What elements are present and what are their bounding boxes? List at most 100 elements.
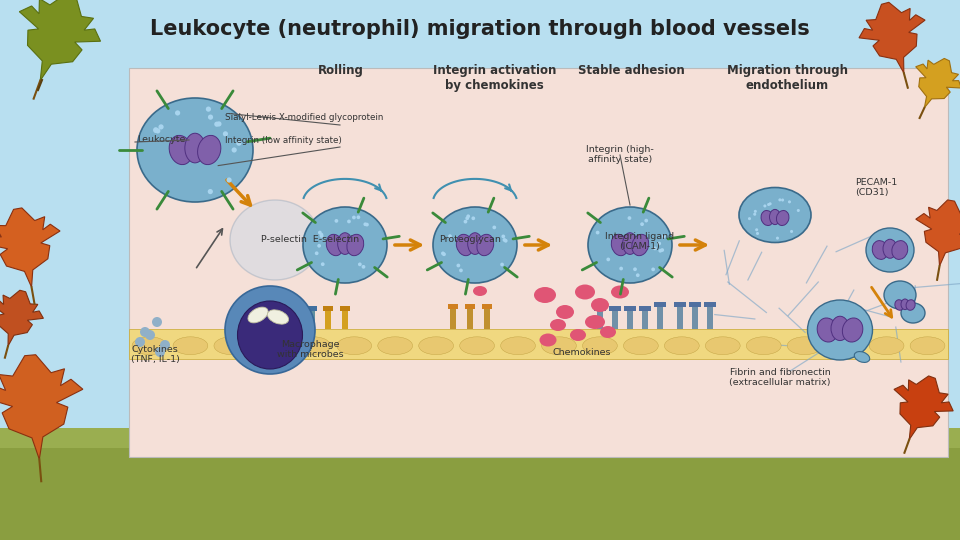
Ellipse shape bbox=[869, 337, 904, 355]
Circle shape bbox=[152, 317, 162, 327]
Ellipse shape bbox=[570, 329, 586, 341]
Circle shape bbox=[504, 239, 508, 242]
Ellipse shape bbox=[173, 337, 207, 355]
Circle shape bbox=[362, 265, 366, 269]
Circle shape bbox=[763, 205, 766, 207]
Ellipse shape bbox=[828, 337, 863, 355]
Bar bbox=[627, 312, 633, 329]
Ellipse shape bbox=[575, 285, 595, 300]
Circle shape bbox=[754, 210, 756, 213]
Bar bbox=[0, 433, 960, 540]
Circle shape bbox=[633, 267, 636, 271]
Circle shape bbox=[790, 230, 793, 233]
Circle shape bbox=[644, 219, 648, 222]
Bar bbox=[323, 306, 333, 312]
Circle shape bbox=[334, 219, 338, 223]
Ellipse shape bbox=[706, 337, 740, 355]
Circle shape bbox=[175, 110, 180, 116]
Ellipse shape bbox=[585, 315, 605, 329]
Circle shape bbox=[464, 220, 468, 224]
Circle shape bbox=[348, 220, 350, 224]
Circle shape bbox=[788, 200, 791, 204]
Circle shape bbox=[318, 231, 322, 234]
Bar bbox=[612, 312, 618, 329]
Circle shape bbox=[356, 215, 360, 219]
Circle shape bbox=[456, 264, 460, 267]
Ellipse shape bbox=[883, 239, 897, 258]
Ellipse shape bbox=[746, 337, 781, 355]
Text: Stable adhesion: Stable adhesion bbox=[578, 64, 685, 77]
Circle shape bbox=[321, 262, 324, 266]
Text: Leukocyte: Leukocyte bbox=[137, 136, 185, 145]
Ellipse shape bbox=[468, 233, 482, 254]
Ellipse shape bbox=[326, 234, 343, 255]
Ellipse shape bbox=[473, 286, 487, 296]
Ellipse shape bbox=[842, 318, 863, 342]
Circle shape bbox=[441, 252, 444, 255]
Circle shape bbox=[596, 231, 599, 234]
Circle shape bbox=[320, 233, 324, 237]
Text: Migration through
endothelium: Migration through endothelium bbox=[727, 64, 848, 92]
Circle shape bbox=[640, 222, 644, 226]
Bar bbox=[677, 307, 683, 329]
Ellipse shape bbox=[337, 337, 372, 355]
Polygon shape bbox=[19, 0, 101, 80]
Polygon shape bbox=[916, 200, 960, 266]
Bar bbox=[624, 306, 636, 312]
Circle shape bbox=[767, 203, 770, 206]
Bar bbox=[342, 312, 348, 329]
Text: Cytokines
(TNF, IL-1): Cytokines (TNF, IL-1) bbox=[131, 345, 180, 364]
Ellipse shape bbox=[623, 233, 637, 254]
Ellipse shape bbox=[460, 337, 494, 355]
Circle shape bbox=[658, 241, 661, 245]
Circle shape bbox=[320, 234, 324, 238]
Ellipse shape bbox=[378, 337, 413, 355]
Circle shape bbox=[158, 124, 163, 130]
Circle shape bbox=[364, 222, 367, 226]
Text: Integrin (high-
affinity state): Integrin (high- affinity state) bbox=[587, 145, 654, 164]
Text: Integrin activation
by chemokines: Integrin activation by chemokines bbox=[433, 64, 556, 92]
Circle shape bbox=[659, 249, 662, 253]
Circle shape bbox=[492, 226, 496, 230]
Circle shape bbox=[459, 268, 463, 272]
Ellipse shape bbox=[338, 233, 352, 254]
Circle shape bbox=[503, 238, 506, 242]
Bar bbox=[707, 307, 713, 329]
Circle shape bbox=[619, 267, 623, 271]
Circle shape bbox=[208, 114, 213, 120]
Ellipse shape bbox=[600, 326, 616, 338]
Bar bbox=[0, 428, 960, 448]
Ellipse shape bbox=[588, 207, 672, 283]
Ellipse shape bbox=[884, 281, 916, 309]
Bar bbox=[129, 68, 948, 457]
Circle shape bbox=[365, 222, 369, 226]
Circle shape bbox=[467, 214, 470, 218]
Bar bbox=[482, 305, 492, 309]
Circle shape bbox=[227, 178, 231, 183]
Text: Chemokines: Chemokines bbox=[553, 348, 612, 357]
Circle shape bbox=[662, 234, 666, 238]
Ellipse shape bbox=[296, 337, 330, 355]
Bar bbox=[597, 312, 603, 329]
Bar bbox=[609, 306, 621, 312]
Ellipse shape bbox=[500, 337, 536, 355]
Bar bbox=[307, 306, 317, 312]
Ellipse shape bbox=[169, 136, 192, 165]
Circle shape bbox=[466, 217, 469, 220]
Bar bbox=[654, 302, 666, 307]
Circle shape bbox=[471, 217, 475, 220]
Circle shape bbox=[443, 252, 445, 256]
Circle shape bbox=[155, 347, 165, 357]
Text: Integrin ligand
(ICAM-1): Integrin ligand (ICAM-1) bbox=[606, 232, 675, 252]
Ellipse shape bbox=[477, 234, 493, 255]
Circle shape bbox=[358, 262, 362, 266]
Ellipse shape bbox=[534, 287, 556, 303]
Bar bbox=[465, 305, 475, 309]
Circle shape bbox=[231, 147, 237, 153]
Bar bbox=[704, 302, 716, 307]
Bar bbox=[642, 312, 648, 329]
Circle shape bbox=[216, 122, 222, 126]
Ellipse shape bbox=[132, 337, 167, 355]
Bar bbox=[309, 312, 315, 329]
Circle shape bbox=[156, 129, 160, 133]
